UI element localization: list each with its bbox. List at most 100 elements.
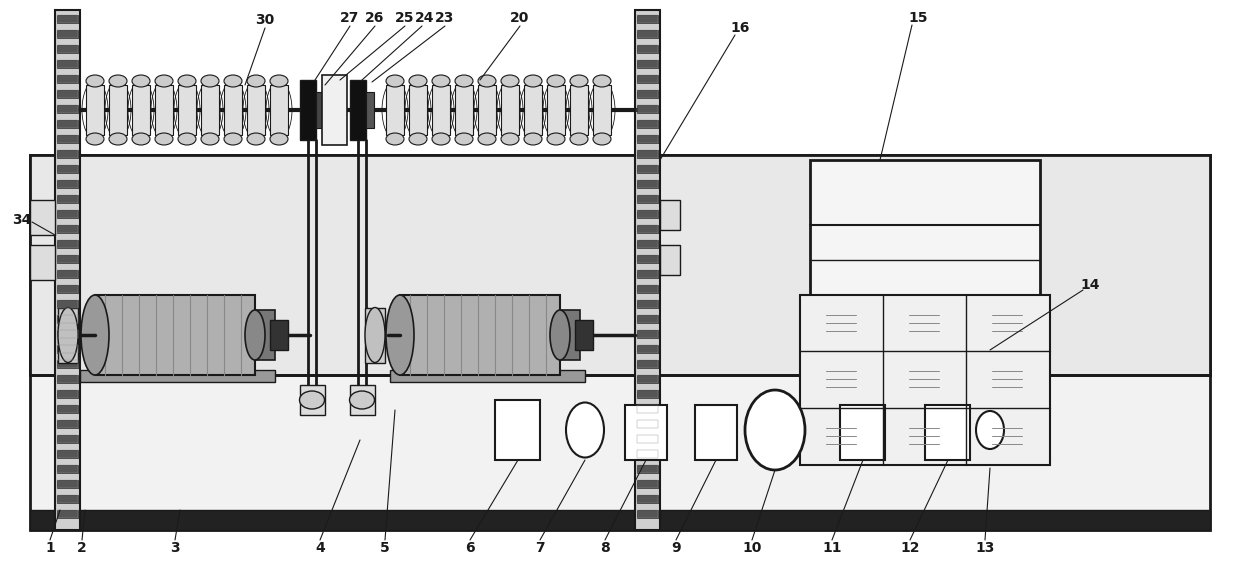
Bar <box>637 150 658 158</box>
Bar <box>637 210 658 218</box>
Bar <box>637 510 658 518</box>
Bar <box>109 85 126 135</box>
Bar <box>637 375 658 383</box>
Bar <box>637 240 658 248</box>
Bar <box>637 450 658 458</box>
Bar <box>179 85 196 135</box>
Ellipse shape <box>432 75 450 87</box>
Bar <box>30 155 1210 375</box>
Bar <box>501 85 520 135</box>
Ellipse shape <box>350 391 374 409</box>
Bar <box>316 92 324 128</box>
Ellipse shape <box>155 133 174 145</box>
Ellipse shape <box>570 133 588 145</box>
Bar <box>57 255 78 263</box>
Ellipse shape <box>525 75 542 87</box>
Ellipse shape <box>976 411 1004 449</box>
Text: 15: 15 <box>908 11 928 25</box>
Ellipse shape <box>477 133 496 145</box>
Bar <box>810 160 1040 295</box>
Bar <box>57 330 78 338</box>
Bar <box>57 90 78 98</box>
Ellipse shape <box>201 75 219 87</box>
Bar <box>57 465 78 473</box>
Bar <box>637 495 658 503</box>
Bar <box>637 270 658 278</box>
Bar <box>637 465 658 473</box>
Bar <box>637 330 658 338</box>
Bar <box>255 310 275 360</box>
Bar <box>55 10 81 530</box>
Ellipse shape <box>201 133 219 145</box>
Bar <box>495 400 539 460</box>
Bar <box>57 495 78 503</box>
Bar <box>57 405 78 413</box>
Bar <box>30 155 1210 530</box>
Bar <box>57 285 78 293</box>
Text: 27: 27 <box>340 11 360 25</box>
Bar <box>57 45 78 53</box>
Bar <box>637 180 658 188</box>
Bar <box>57 15 78 23</box>
Ellipse shape <box>131 133 150 145</box>
Ellipse shape <box>270 133 288 145</box>
Bar <box>224 85 242 135</box>
Bar <box>30 200 55 235</box>
Bar <box>57 300 78 308</box>
Bar <box>131 85 150 135</box>
Text: 9: 9 <box>671 541 681 555</box>
Bar <box>637 105 658 113</box>
Bar <box>637 135 658 143</box>
Bar <box>57 360 78 368</box>
Ellipse shape <box>593 133 611 145</box>
Bar <box>637 135 658 143</box>
Ellipse shape <box>525 133 542 145</box>
Bar <box>637 30 658 38</box>
Bar <box>57 90 78 98</box>
Bar <box>58 308 78 363</box>
Bar <box>637 360 658 368</box>
Ellipse shape <box>86 75 104 87</box>
Bar <box>637 315 658 323</box>
Bar <box>637 375 658 383</box>
Ellipse shape <box>300 391 325 409</box>
Bar <box>57 255 78 263</box>
Bar <box>637 420 658 428</box>
Ellipse shape <box>477 75 496 87</box>
Bar <box>155 85 174 135</box>
Bar <box>637 225 658 233</box>
Bar <box>409 85 427 135</box>
Ellipse shape <box>386 295 414 375</box>
Ellipse shape <box>593 75 611 87</box>
Bar <box>57 480 78 488</box>
Bar <box>322 75 347 145</box>
Bar <box>637 465 658 473</box>
Bar <box>57 240 78 248</box>
Bar <box>637 90 658 98</box>
Ellipse shape <box>455 133 472 145</box>
Bar <box>57 45 78 53</box>
Ellipse shape <box>501 133 520 145</box>
Bar <box>694 405 737 460</box>
Text: 25: 25 <box>396 11 414 25</box>
Ellipse shape <box>547 75 565 87</box>
Bar <box>57 315 78 323</box>
Bar <box>57 465 78 473</box>
Bar <box>57 135 78 143</box>
Ellipse shape <box>432 133 450 145</box>
Bar <box>57 165 78 173</box>
Bar <box>637 45 658 53</box>
Bar <box>57 60 78 68</box>
Bar <box>57 420 78 428</box>
Bar <box>57 450 78 458</box>
Text: 14: 14 <box>1080 278 1100 292</box>
Ellipse shape <box>131 75 150 87</box>
Bar <box>637 30 658 38</box>
Ellipse shape <box>745 390 805 470</box>
Ellipse shape <box>551 310 570 360</box>
Bar <box>637 300 658 308</box>
Text: 10: 10 <box>743 541 761 555</box>
Ellipse shape <box>409 75 427 87</box>
Bar <box>57 510 78 518</box>
Bar <box>637 90 658 98</box>
